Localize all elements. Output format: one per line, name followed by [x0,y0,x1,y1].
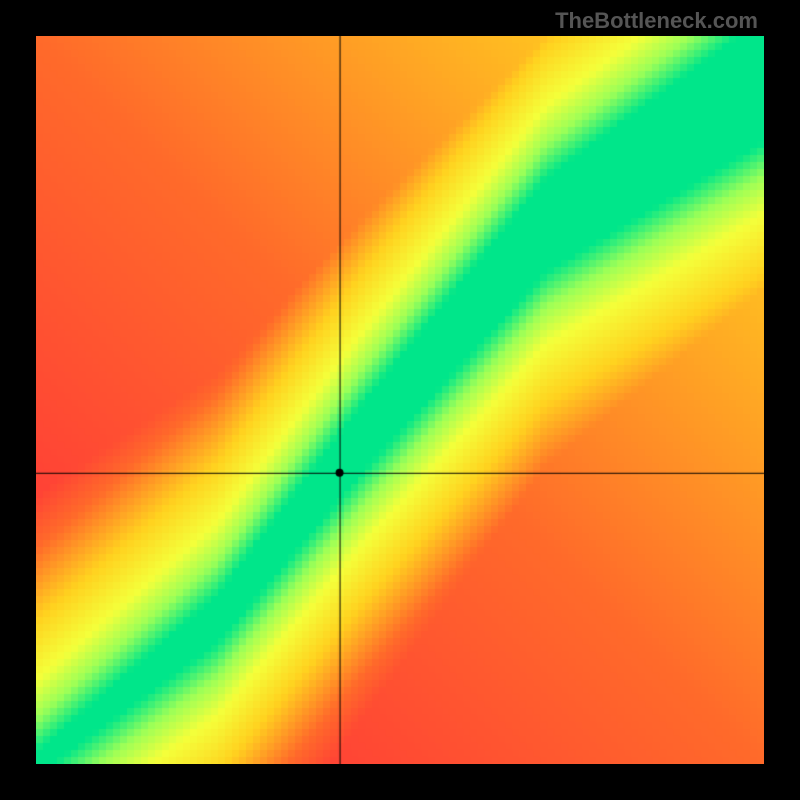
watermark-text: TheBottleneck.com [555,8,758,34]
bottleneck-heatmap [36,36,764,764]
chart-container: TheBottleneck.com [0,0,800,800]
